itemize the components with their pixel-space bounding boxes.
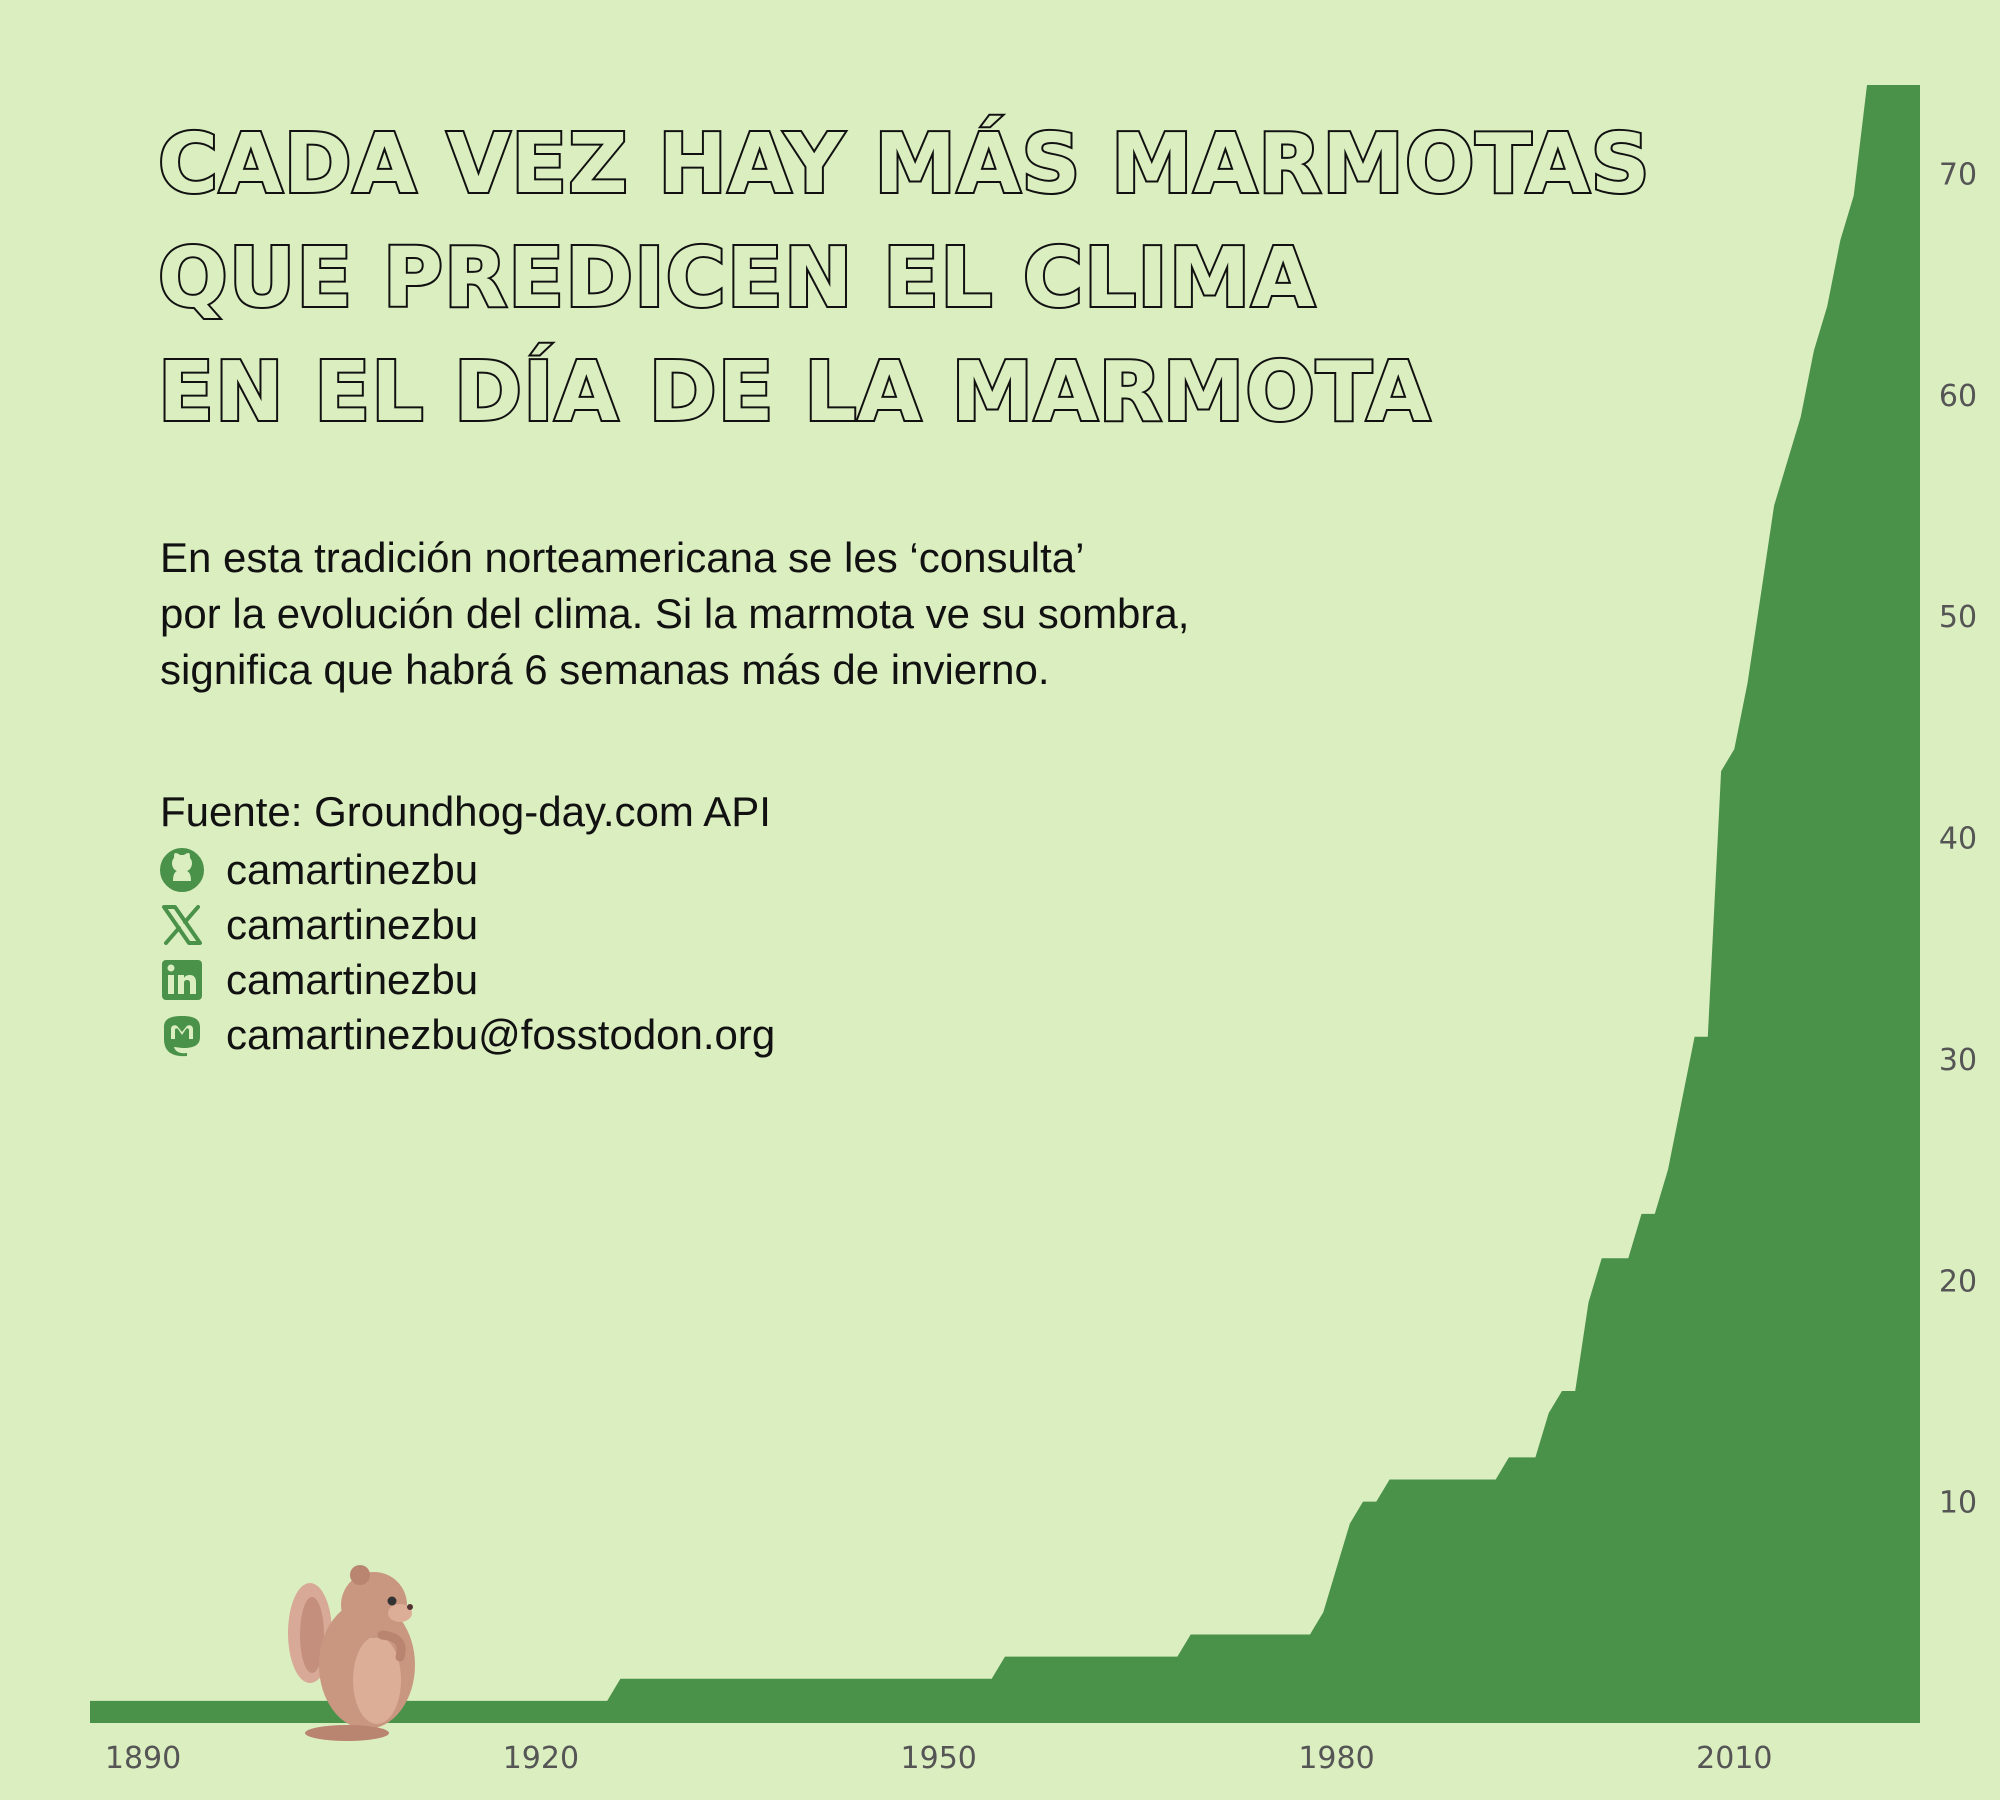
description: En esta tradición norteamericana se les …: [160, 530, 1189, 698]
social-label: camartinezbu: [226, 845, 479, 893]
social-label: camartinezbu: [226, 955, 479, 1003]
social-item-github: camartinezbu: [160, 842, 775, 897]
x-tick-label: 1980: [1298, 1741, 1374, 1776]
y-tick-label: 70: [1939, 158, 1977, 193]
x-tick-label: 1920: [503, 1741, 579, 1776]
github-icon: [160, 847, 204, 892]
title-line: que predicen el clima: [156, 229, 1317, 328]
description-line: por la evolución del clima. Si la marmot…: [160, 590, 1190, 637]
area-series: [90, 85, 1920, 1723]
y-tick-label: 50: [1939, 600, 1977, 635]
description-line: En esta tradición norteamericana se les …: [160, 534, 1085, 581]
x-tick-label: 1890: [105, 1741, 181, 1776]
x-axis: 1890 1920 1950 1980 2010: [105, 1741, 1773, 1776]
x-tick-label: 2010: [1696, 1741, 1772, 1776]
x-tick-label: 1950: [901, 1741, 977, 1776]
y-tick-label: 30: [1939, 1043, 1977, 1078]
title-line: Cada vez hay más marmotas: [156, 115, 1652, 214]
groundhog-icon: [288, 1565, 415, 1741]
social-item-linkedin: camartinezbu: [160, 952, 775, 1007]
mastodon-icon: [164, 1015, 200, 1056]
y-tick-label: 10: [1939, 1486, 1977, 1521]
y-tick-label: 20: [1939, 1264, 1977, 1299]
page-title: Cada vez hay más marmotas que predicen e…: [156, 108, 1652, 450]
title-line: en el día de la marmota: [156, 343, 1432, 442]
y-axis: 10 20 30 40 50 60 70: [1939, 158, 1977, 1521]
social-item-mastodon: camartinezbu@fosstodon.org: [160, 1007, 775, 1062]
y-tick-label: 60: [1939, 379, 1977, 414]
social-list: camartinezbu camartinezbu camartinezbu: [160, 842, 775, 1062]
y-tick-label: 40: [1939, 822, 1977, 857]
social-label: camartinezbu@fosstodon.org: [226, 1010, 776, 1058]
description-line: significa que habrá 6 semanas más de inv…: [160, 646, 1050, 693]
linkedin-icon: [162, 959, 202, 1000]
social-label: camartinezbu: [226, 900, 479, 948]
social-item-x: camartinezbu: [160, 897, 775, 952]
x-icon: [162, 904, 202, 945]
source-text: Fuente: Groundhog-day.com API: [160, 788, 771, 835]
